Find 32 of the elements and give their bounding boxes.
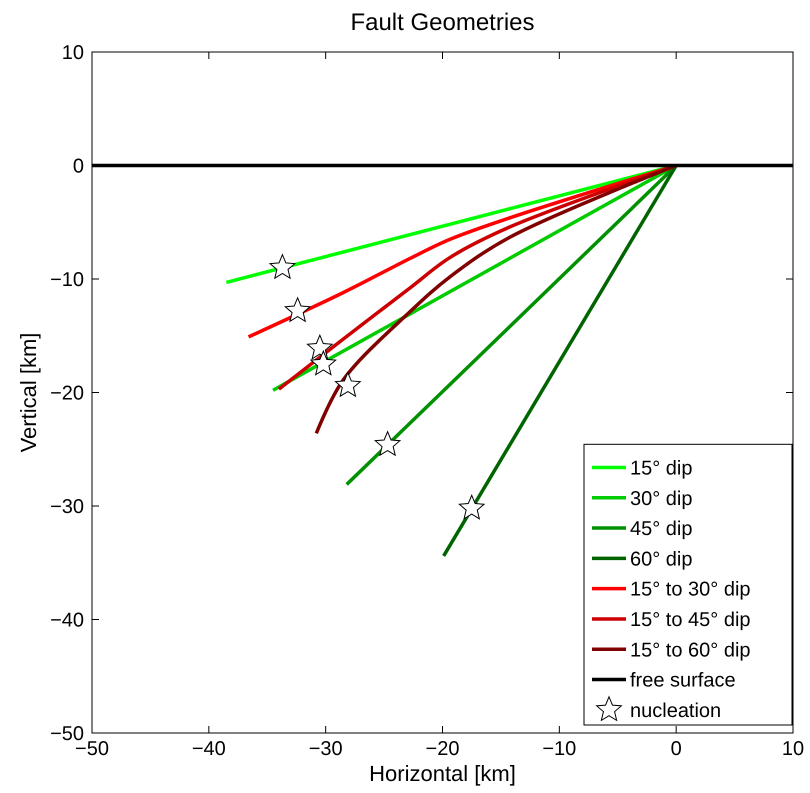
- chart-title: Fault Geometries: [350, 9, 535, 36]
- y-axis-title: Vertical [km]: [16, 332, 41, 452]
- legend-label: 15° dip: [630, 457, 692, 480]
- y-tick-label: −50: [50, 723, 84, 745]
- legend-label: 15° to 30° dip: [630, 578, 751, 601]
- legend-label: free surface: [630, 670, 736, 692]
- x-tick-label: −10: [542, 738, 576, 760]
- legend-label: 30° dip: [630, 488, 692, 510]
- y-tick-label: −40: [50, 610, 84, 632]
- x-tick-label: −30: [308, 738, 343, 760]
- point: [270, 254, 296, 279]
- legend-label: 60° dip: [630, 548, 692, 570]
- y-tick-label: −30: [50, 496, 84, 518]
- point: [458, 494, 485, 520]
- legend-label: 45° dip: [630, 518, 692, 540]
- legend-label: 15° to 45° dip: [630, 608, 751, 631]
- y-tick-label: 0: [72, 156, 84, 178]
- legend-label: nucleation: [630, 700, 722, 722]
- x-tick-label: −40: [192, 738, 226, 760]
- y-tick-label: −10: [50, 269, 84, 291]
- x-axis-title: Horizontal [km]: [369, 761, 516, 786]
- point: [335, 372, 361, 397]
- point: [310, 350, 336, 376]
- point: [374, 431, 400, 456]
- legend-label: 15° to 60° dip: [630, 639, 751, 662]
- point: [306, 334, 333, 360]
- x-tick-label: −20: [426, 738, 460, 760]
- x-tick-label: 0: [670, 738, 682, 760]
- x-tick-label: 10: [782, 738, 804, 760]
- point: [284, 297, 310, 322]
- y-tick-label: 10: [62, 42, 84, 64]
- y-tick-label: −20: [50, 382, 84, 404]
